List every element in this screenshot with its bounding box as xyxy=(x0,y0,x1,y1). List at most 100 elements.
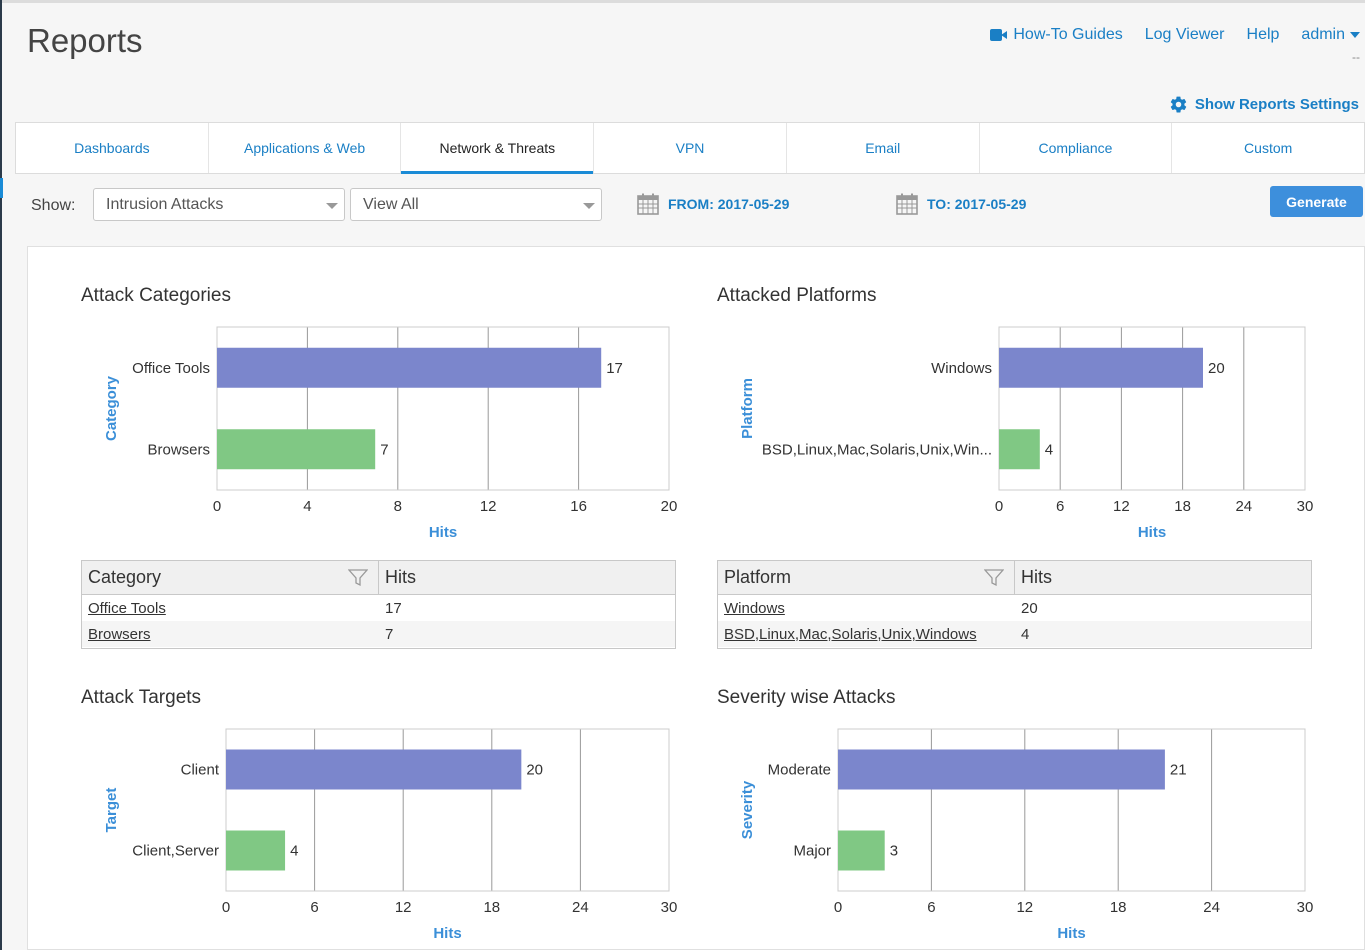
y-axis-title: Target xyxy=(103,788,120,833)
platform-column-header[interactable]: Platform xyxy=(718,561,1015,594)
attack-categories-title: Attack Categories xyxy=(81,285,231,306)
log-viewer-link[interactable]: Log Viewer xyxy=(1144,26,1225,43)
category-label: Office Tools xyxy=(132,360,210,377)
left-accent-marker xyxy=(0,178,3,198)
bar xyxy=(838,830,885,871)
filter-icon[interactable] xyxy=(348,569,368,587)
table-row: BSD,Linux,Mac,Solaris,Unix,Windows 4 xyxy=(718,621,1311,647)
table-header: Category Hits xyxy=(82,561,675,595)
calendar-icon xyxy=(637,193,659,215)
category-name-link[interactable]: Browsers xyxy=(88,625,151,643)
platform-name-link[interactable]: Windows xyxy=(724,599,785,617)
hits-column-header[interactable]: Hits xyxy=(385,567,416,587)
tab-compliance[interactable]: Compliance xyxy=(980,123,1173,173)
platforms-table: Platform Hits Windows 20 BSD,Linux,Mac,S… xyxy=(717,560,1312,649)
severity-attacks-title: Severity wise Attacks xyxy=(717,687,896,708)
page-title: Reports xyxy=(27,22,143,59)
hits-column-header[interactable]: Hits xyxy=(1021,567,1052,587)
to-date-picker[interactable]: TO: 2017-05-29 xyxy=(895,192,1026,216)
category-name-link[interactable]: Office Tools xyxy=(88,599,166,617)
data-label: 20 xyxy=(526,762,543,779)
how-to-guides-label: How-To Guides xyxy=(1013,26,1123,43)
x-tick-label: 6 xyxy=(1056,498,1064,515)
y-axis-title: Platform xyxy=(739,378,756,439)
x-tick-label: 0 xyxy=(213,498,221,515)
x-tick-label: 4 xyxy=(303,498,311,515)
category-label: Client,Server xyxy=(132,843,219,860)
show-reports-settings-link[interactable]: Show Reports Settings xyxy=(1169,95,1359,114)
data-label: 4 xyxy=(290,843,298,860)
from-date-picker[interactable]: FROM: 2017-05-29 xyxy=(636,192,789,216)
tab-vpn[interactable]: VPN xyxy=(594,123,787,173)
to-date-label: TO: 2017-05-29 xyxy=(927,196,1027,212)
x-tick-label: 16 xyxy=(570,498,587,515)
platform-column-label: Platform xyxy=(724,567,792,587)
x-tick-label: 6 xyxy=(927,899,935,916)
category-label: Browsers xyxy=(147,441,210,458)
view-filter-value: View All xyxy=(363,196,419,213)
platform-hits: 4 xyxy=(1021,625,1030,643)
x-tick-label: 0 xyxy=(995,498,1003,515)
report-type-value: Intrusion Attacks xyxy=(106,196,224,213)
data-label: 20 xyxy=(1208,360,1225,377)
bar xyxy=(226,749,522,790)
x-tick-label: 24 xyxy=(572,899,589,916)
tab-email[interactable]: Email xyxy=(787,123,980,173)
category-column-label: Category xyxy=(88,567,162,587)
category-label: Moderate xyxy=(768,762,831,779)
category-label: Windows xyxy=(931,360,992,377)
generate-button[interactable]: Generate xyxy=(1270,186,1363,217)
table-row: Windows 20 xyxy=(718,595,1311,621)
tab-dashboards[interactable]: Dashboards xyxy=(16,123,209,173)
window-top-border xyxy=(0,0,1365,3)
data-label: 21 xyxy=(1170,762,1187,779)
admin-menu[interactable]: admin xyxy=(1301,26,1360,44)
x-tick-label: 0 xyxy=(834,899,842,916)
bar xyxy=(999,347,1203,388)
attacked-platforms-title: Attacked Platforms xyxy=(717,285,877,306)
platform-hits: 20 xyxy=(1021,599,1038,617)
bar xyxy=(999,429,1040,470)
data-label: 3 xyxy=(890,843,898,860)
tab-applications-web[interactable]: Applications & Web xyxy=(209,123,402,173)
x-tick-label: 12 xyxy=(395,899,412,916)
chevron-down-icon xyxy=(1350,32,1360,38)
bar xyxy=(838,749,1165,790)
tab-custom[interactable]: Custom xyxy=(1244,140,1293,156)
x-tick-label: 8 xyxy=(394,498,402,515)
x-tick-label: 30 xyxy=(1297,899,1314,916)
report-type-select[interactable]: Intrusion Attacks xyxy=(93,188,345,221)
x-tick-label: 18 xyxy=(483,899,500,916)
help-link[interactable]: Help xyxy=(1246,26,1280,43)
admin-subtext: -- xyxy=(1352,50,1360,64)
report-tabs: Dashboards Applications & Web Network & … xyxy=(15,122,1365,174)
plot-frame xyxy=(225,728,670,892)
gear-icon xyxy=(1170,96,1187,113)
top-nav-links: How-To Guides Log Viewer Help admin xyxy=(968,26,1360,44)
calendar-icon xyxy=(896,193,918,215)
x-tick-label: 18 xyxy=(1110,899,1127,916)
report-content: Attack Categories Attacked Platforms Att… xyxy=(27,246,1365,950)
from-date-label: FROM: 2017-05-29 xyxy=(668,196,790,212)
dropdown-arrow-icon xyxy=(326,203,338,209)
category-label: Client xyxy=(181,762,220,779)
tab-network-threats[interactable]: Network & Threats xyxy=(401,123,595,174)
plot-frame xyxy=(216,326,670,491)
y-axis-title: Severity xyxy=(739,780,756,839)
data-label: 4 xyxy=(1045,441,1053,458)
how-to-guides-link[interactable]: How-To Guides xyxy=(990,26,1123,44)
category-hits: 7 xyxy=(385,625,394,643)
window-left-border xyxy=(0,0,2,950)
x-tick-label: 24 xyxy=(1203,899,1220,916)
x-tick-label: 18 xyxy=(1174,498,1191,515)
filter-bar: Show: Intrusion Attacks View All FROM: 2… xyxy=(15,176,1365,232)
view-filter-select[interactable]: View All xyxy=(350,188,602,221)
category-column-header[interactable]: Category xyxy=(82,561,379,594)
filter-icon[interactable] xyxy=(984,569,1004,587)
x-tick-label: 12 xyxy=(1113,498,1130,515)
table-header: Platform Hits xyxy=(718,561,1311,595)
table-row: Browsers 7 xyxy=(82,621,675,647)
category-hits: 17 xyxy=(385,599,402,617)
y-axis-title: Category xyxy=(103,375,120,441)
platform-name-link[interactable]: BSD,Linux,Mac,Solaris,Unix,Windows xyxy=(724,625,977,643)
